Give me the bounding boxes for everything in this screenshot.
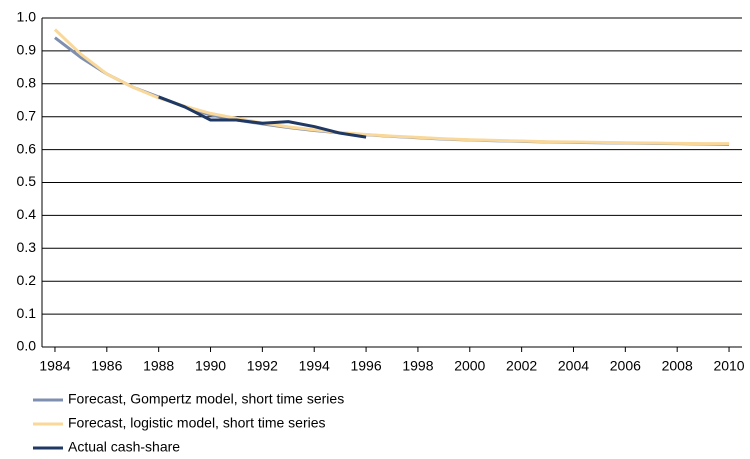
x-tick-label: 1998 [402, 358, 433, 374]
x-tick-label: 2010 [713, 358, 744, 374]
series-line [54, 36, 730, 146]
y-tick-label: 0.5 [17, 173, 37, 189]
x-tick-label: 1990 [195, 358, 226, 374]
x-tick-label: 1988 [143, 358, 174, 374]
x-tick-label: 1992 [247, 358, 278, 374]
y-tick-label: 0.6 [17, 140, 37, 156]
x-tick-label: 1996 [350, 358, 381, 374]
series-line [53, 28, 730, 146]
y-tick-label: 1.0 [17, 9, 37, 25]
x-tick-label: 1984 [39, 358, 70, 374]
y-tick-label: 0.3 [17, 239, 37, 255]
y-tick-label: 0.1 [17, 305, 37, 321]
series-line [158, 95, 367, 139]
y-tick-label: 0.8 [17, 75, 37, 91]
x-tick-label: 2006 [610, 358, 641, 374]
legend-label: Forecast, Gompertz model, short time ser… [68, 391, 344, 407]
x-tick-label: 2000 [454, 358, 485, 374]
legend-label: Actual cash-share [68, 439, 180, 455]
y-tick-label: 0.7 [17, 107, 37, 123]
legend-label: Forecast, logistic model, short time ser… [68, 415, 326, 431]
x-tick-label: 1994 [299, 358, 330, 374]
x-tick-label: 2008 [662, 358, 693, 374]
y-tick-label: 0.9 [17, 42, 37, 58]
x-tick-label: 2002 [506, 358, 537, 374]
y-tick-label: 0.2 [17, 272, 37, 288]
y-tick-label: 0.4 [17, 206, 37, 222]
y-tick-label: 0.0 [17, 338, 37, 354]
x-tick-label: 1986 [91, 358, 122, 374]
x-tick-label: 2004 [558, 358, 589, 374]
